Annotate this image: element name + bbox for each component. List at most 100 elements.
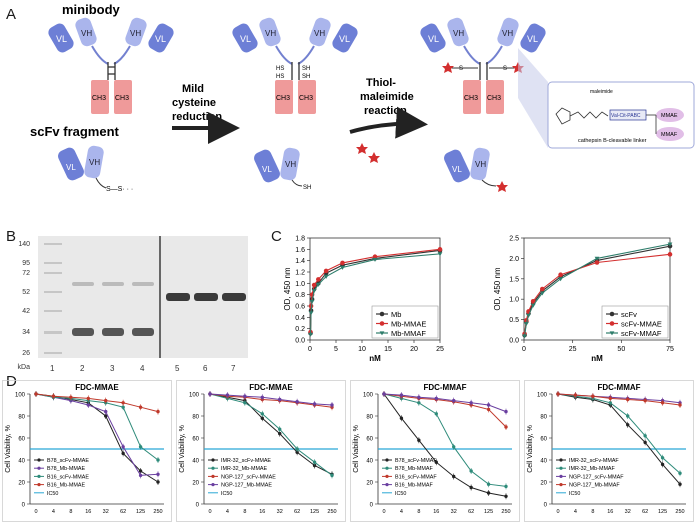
- legend-label: scFv-MMAF: [621, 329, 662, 338]
- data-point: [667, 252, 673, 257]
- y-tick-label: 60: [540, 436, 547, 442]
- binding-chart-scfv: 0.0 0.5 1.0 1.5 2.0 2.5 0 25 50 75 nM OD, 450 nm scF…: [493, 236, 674, 364]
- y-tick-label: 20: [366, 480, 373, 486]
- y-axis-label: OD, 450 nm: [283, 267, 292, 310]
- data-point: [504, 494, 508, 498]
- data-point: [667, 242, 673, 247]
- x-tick-label: 16: [433, 509, 439, 515]
- step1-line1: Mild: [182, 83, 204, 95]
- legend-marker: [37, 483, 41, 487]
- y-tick-label: 1.2: [295, 270, 305, 277]
- data-point: [278, 431, 282, 436]
- step2-line1: Thiol-: [366, 77, 396, 89]
- y-tick-label: 2.0: [509, 256, 519, 263]
- legend-label: B78_Mb-MMAF: [395, 466, 433, 472]
- vh-label: VH: [89, 158, 100, 167]
- y-tick-label: 2.5: [509, 236, 519, 243]
- data-point: [504, 425, 508, 429]
- s-label: S—S· · ·: [106, 186, 133, 193]
- data-point: [243, 394, 247, 398]
- x-tick-label: 0: [522, 346, 526, 353]
- x-tick-label: 15: [384, 346, 392, 353]
- viability-chart-mmae-neuroblastoma: FDC-MMAE 0 20 40 60 80 100 0 4 8 16 32 62 125 250 Cell …: [176, 380, 346, 522]
- series-line: [383, 393, 507, 413]
- ladder-label: 34: [22, 329, 30, 336]
- data-point: [399, 393, 404, 397]
- y-axis-label: Cell Viability, %: [527, 425, 534, 473]
- legend-marker: [609, 321, 615, 326]
- x-tick-label: 0: [382, 509, 385, 515]
- chart-border: [2, 380, 172, 522]
- data-point: [295, 447, 299, 451]
- data-point: [34, 392, 38, 396]
- ladder-label: 140: [18, 241, 30, 248]
- data-point: [643, 398, 647, 403]
- lanes-5-7-bands: [166, 293, 246, 301]
- legend-label: scFv: [621, 310, 637, 319]
- data-point: [539, 286, 545, 292]
- data-point: [486, 491, 491, 495]
- ch3-label: CH3: [115, 95, 129, 102]
- data-point: [434, 412, 438, 416]
- legend-label: NGP-127_scFv-MMAE: [221, 474, 276, 480]
- mmae-label: MMAE: [661, 113, 678, 119]
- data-point: [308, 332, 313, 337]
- chart-title: FDC-MMAE: [75, 383, 119, 392]
- panel-label-c: C: [271, 228, 282, 245]
- x-tick-label: 62: [468, 509, 474, 515]
- data-point: [340, 260, 345, 266]
- data-point: [138, 405, 143, 409]
- data-point: [309, 299, 315, 304]
- data-point: [678, 403, 682, 407]
- legend-label: IMR-32_scFv-MMAE: [221, 458, 271, 464]
- y-tick-label: 80: [540, 414, 547, 420]
- y-tick-label: 40: [18, 458, 25, 464]
- x-tick-label: 16: [85, 509, 91, 515]
- legend-marker: [37, 466, 41, 470]
- y-tick-label: 20: [18, 480, 25, 486]
- ladder-label: 42: [22, 308, 30, 315]
- legend-marker: [379, 321, 385, 326]
- binding-chart-minibody: 0.0 0.2 0.4 0.6 0.8 1.0 1.2 1.4 1.6 1.8 0 5 10 15 20 25…: [283, 236, 444, 364]
- data-point: [330, 473, 334, 478]
- legend-label: scFv-MMAE: [621, 319, 662, 328]
- chart-border: [350, 380, 520, 522]
- minibody-reduced: VL VH VH VL HS HS SH SH CH3 CH3: [232, 17, 358, 114]
- x-tick-label: 8: [243, 509, 246, 515]
- alkyl-chain: [569, 111, 609, 119]
- x-axis-label: nM: [591, 354, 603, 363]
- data-point: [556, 392, 560, 396]
- ch3-label: CH3: [487, 95, 501, 102]
- data-point: [417, 395, 421, 399]
- data-point: [156, 472, 160, 476]
- data-point: [434, 460, 438, 464]
- hs-label: HS: [276, 66, 284, 72]
- y-tick-label: 1.8: [295, 236, 305, 243]
- ladder-label: 72: [22, 270, 30, 277]
- legend-label: B16_Mb-MMAF: [395, 483, 433, 489]
- legend-marker: [385, 483, 389, 487]
- data-point: [530, 303, 536, 308]
- vh-label: VH: [314, 29, 325, 38]
- x-tick-label: 25: [436, 346, 444, 353]
- data-point: [138, 473, 143, 478]
- data-point: [434, 396, 438, 401]
- x-tick-label: 4: [574, 509, 577, 515]
- data-point: [121, 451, 125, 456]
- y-tick-label: 0.5: [509, 317, 519, 324]
- x-tick-label: 32: [451, 509, 457, 515]
- y-axis-label: Cell Viability, %: [353, 425, 360, 473]
- y-tick-label: 1.0: [295, 281, 305, 288]
- y-axis-label: Cell Viability, %: [179, 425, 186, 473]
- ladder-label: 52: [22, 289, 30, 296]
- legend-marker: [385, 466, 389, 470]
- legend-marker: [211, 483, 215, 487]
- viability-chart-mmae-melanoma: FDC-MMAE 0 20 40 60 80 100 0 4 8 16 32 62 125 250 Cell …: [2, 380, 172, 522]
- y-tick-label: 40: [366, 458, 373, 464]
- data-point: [452, 445, 456, 449]
- data-point: [486, 403, 491, 407]
- legend-marker: [609, 331, 615, 336]
- mmaf-blob: [656, 127, 684, 141]
- x-tick-label: 4: [226, 509, 229, 515]
- data-point: [104, 414, 108, 418]
